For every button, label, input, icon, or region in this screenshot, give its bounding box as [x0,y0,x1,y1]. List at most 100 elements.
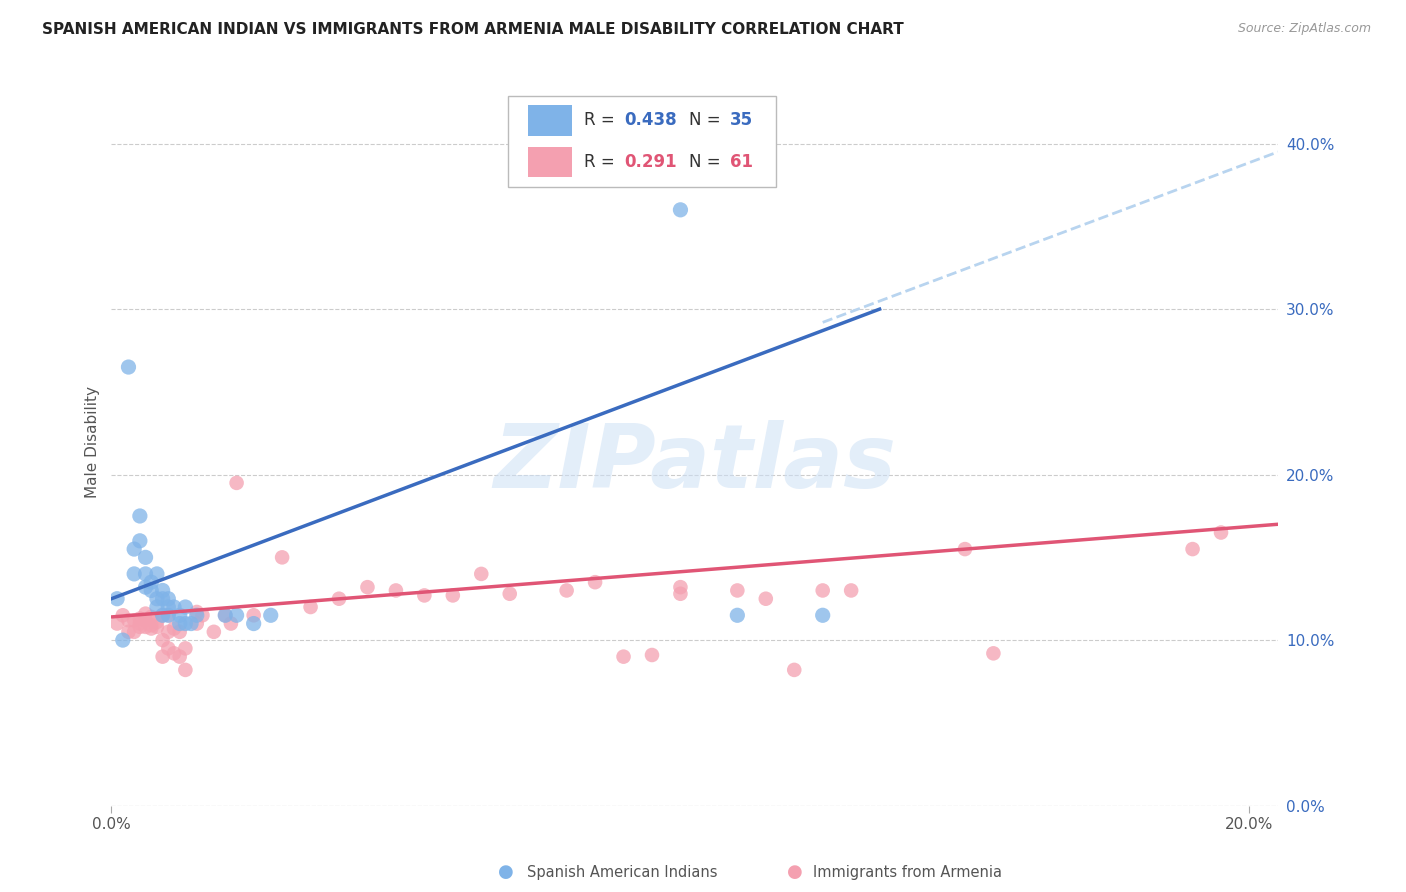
Point [157,641,180,656]
Point [146,615,169,629]
Point [135,620,157,634]
Point [169,608,191,623]
Point [105,616,128,631]
Point [152,633,174,648]
Text: 61: 61 [730,153,752,171]
Point [725,608,748,623]
Text: N =: N = [689,153,725,171]
Point [117,613,139,627]
Point [1181,542,1204,557]
Point [583,575,606,590]
Text: ●: ● [786,863,803,881]
Point [152,608,174,623]
Point [169,616,191,631]
Point [641,648,664,662]
Point [157,608,180,623]
Point [811,608,834,623]
Point [260,608,283,623]
Point [141,618,163,632]
Point [105,591,128,606]
Point [174,616,197,631]
Point [135,566,157,581]
Point [157,591,180,606]
Point [141,583,163,598]
Point [839,583,862,598]
Point [983,646,1005,660]
Point [385,583,408,598]
Text: SPANISH AMERICAN INDIAN VS IMMIGRANTS FROM ARMENIA MALE DISABILITY CORRELATION C: SPANISH AMERICAN INDIAN VS IMMIGRANTS FR… [42,22,904,37]
Point [186,616,208,631]
Point [191,608,214,623]
Point [152,591,174,606]
Point [111,633,134,648]
Point [169,649,191,664]
Point [225,475,247,490]
Point [219,616,242,631]
Point [612,649,634,664]
Text: 0.438: 0.438 [624,112,678,129]
Point [128,620,150,634]
Point [146,620,169,634]
Bar [527,105,572,136]
Point [122,566,145,581]
Point [163,600,186,615]
Point [669,202,692,217]
Point [128,533,150,548]
Point [499,587,522,601]
Text: Source: ZipAtlas.com: Source: ZipAtlas.com [1237,22,1371,36]
Point [174,641,197,656]
Point [669,580,692,594]
Point [555,583,578,598]
Point [122,542,145,557]
Point [152,583,174,598]
Point [441,589,464,603]
Point [152,608,174,623]
Text: ZIPatlas: ZIPatlas [494,420,896,507]
Point [811,583,834,598]
Point [135,550,157,565]
Point [180,616,202,631]
Point [128,616,150,631]
Point [214,608,236,623]
Point [328,591,350,606]
Point [299,600,322,615]
Point [186,608,208,623]
Point [470,566,492,581]
Point [157,608,180,623]
Text: R =: R = [583,112,620,129]
Point [128,508,150,523]
Text: R =: R = [583,153,620,171]
Point [202,624,225,639]
Point [214,608,236,623]
Point [146,591,169,606]
Point [356,580,378,594]
Point [117,359,139,374]
Point [755,591,778,606]
Point [141,575,163,590]
Point [225,608,247,623]
Point [163,622,186,636]
Point [271,550,294,565]
Point [783,663,806,677]
Point [128,611,150,625]
Point [242,608,264,623]
Point [413,589,436,603]
Point [186,605,208,619]
Text: N =: N = [689,112,725,129]
Point [669,587,692,601]
Point [242,616,264,631]
Point [111,608,134,623]
Text: 35: 35 [730,112,752,129]
Point [122,613,145,627]
Point [174,600,197,615]
Point [117,624,139,639]
Point [1209,525,1232,540]
Point [725,583,748,598]
Text: ●: ● [498,863,515,881]
FancyBboxPatch shape [508,95,776,186]
Point [157,600,180,615]
Y-axis label: Male Disability: Male Disability [86,385,100,498]
Text: 0.291: 0.291 [624,153,678,171]
Point [169,624,191,639]
Point [122,624,145,639]
